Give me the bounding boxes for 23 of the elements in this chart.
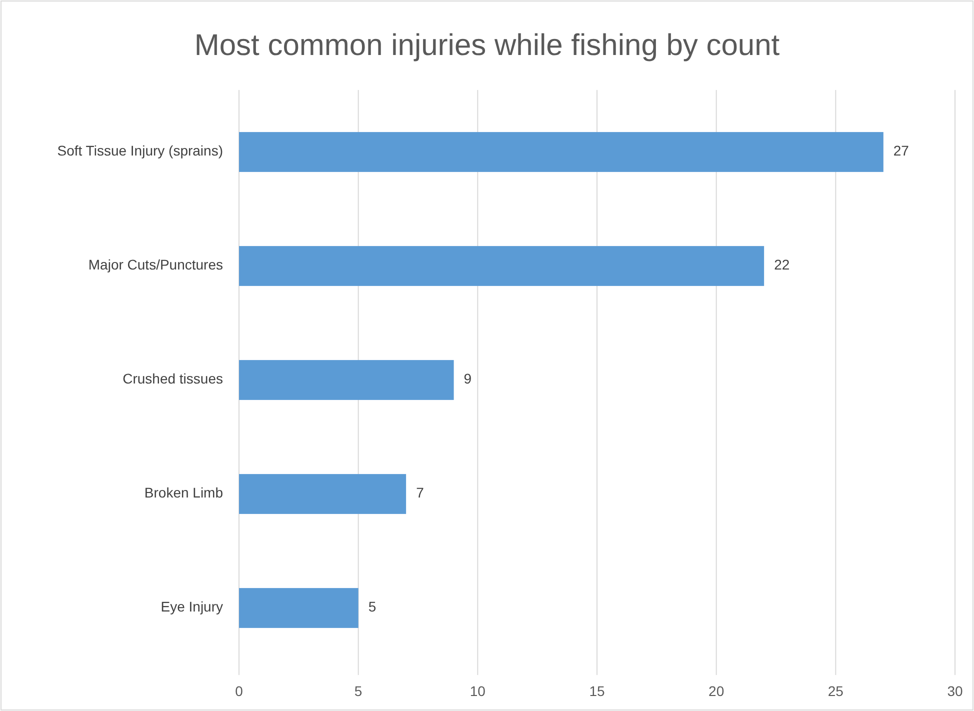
bar <box>239 132 884 172</box>
y-tick-label: Eye Injury <box>160 598 223 615</box>
y-tick-label: Major Cuts/Punctures <box>88 256 223 273</box>
x-tick-label: 20 <box>708 683 724 699</box>
x-tick-label: 0 <box>235 683 244 699</box>
bar <box>239 474 406 514</box>
y-tick-label: Crushed tissues <box>122 370 223 387</box>
x-tick-label: 10 <box>470 683 486 699</box>
data-label: 9 <box>464 370 472 387</box>
data-label: 7 <box>416 484 424 501</box>
data-label: 22 <box>774 256 790 273</box>
bar <box>239 246 764 286</box>
x-tick-label: 5 <box>354 683 362 699</box>
x-tick-label: 15 <box>589 683 605 699</box>
bar <box>239 360 454 400</box>
y-tick-label: Broken Limb <box>144 484 224 501</box>
bar <box>239 588 358 628</box>
x-tick-label: 30 <box>947 683 963 699</box>
data-label: 27 <box>893 142 910 159</box>
chart-title: Most common injuries while fishing by count <box>194 29 780 62</box>
data-label: 5 <box>368 598 376 615</box>
y-tick-label: Soft Tissue Injury (sprains) <box>57 142 223 159</box>
x-tick-label: 25 <box>828 683 844 699</box>
